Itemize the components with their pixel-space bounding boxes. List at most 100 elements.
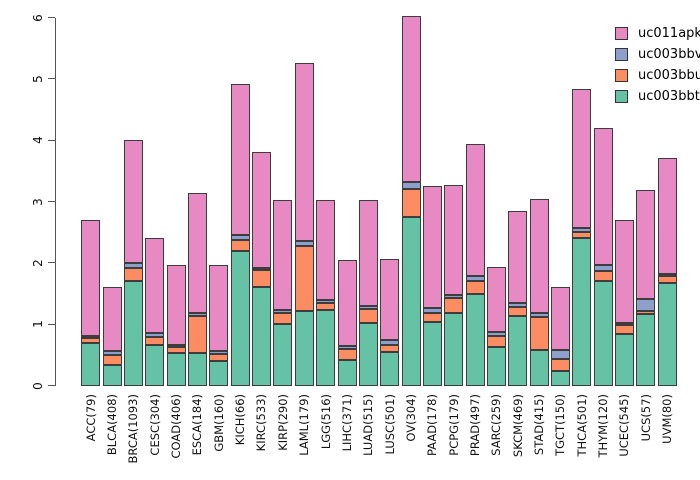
y-axis-tick-label: 3 — [30, 197, 45, 206]
bar-segment-uc003bbt — [103, 365, 122, 386]
bar-segment-uc003bbu — [124, 268, 143, 281]
bar-segment-uc003bbu — [487, 336, 506, 347]
bar-segment-uc011apk — [231, 84, 250, 235]
bar-segment-uc003bbv — [380, 340, 399, 345]
bar-segment-uc003bbt — [81, 343, 100, 386]
bar-segment-uc003bbt — [402, 217, 421, 386]
bar-segment-uc011apk — [316, 200, 335, 300]
x-axis-label: THCA(501) — [575, 394, 589, 457]
x-axis-label: THYM(120) — [596, 394, 610, 458]
x-axis-label: STAD(415) — [532, 394, 546, 456]
bar-segment-uc003bbv — [188, 313, 207, 316]
x-axis-label: PAAD(178) — [425, 394, 439, 457]
bar-segment-uc003bbu — [295, 246, 314, 311]
bar-segment-uc003bbt — [508, 316, 527, 386]
bar-segment-uc011apk — [487, 267, 506, 332]
bar-segment-uc011apk — [444, 185, 463, 295]
bar-segment-uc011apk — [615, 220, 634, 323]
bar-segment-uc003bbu — [316, 303, 335, 310]
bar-segment-uc003bbv — [572, 228, 591, 232]
x-axis-label: BRCA(1093) — [126, 394, 140, 464]
bar-segment-uc011apk — [636, 190, 655, 299]
x-axis-label: SARC(259) — [489, 394, 503, 456]
bar-segment-uc003bbu — [402, 189, 421, 217]
legend-row: uc003bbu — [615, 65, 700, 86]
x-axis-label: UCS(57) — [639, 394, 653, 442]
bar-segment-uc003bbv — [594, 265, 613, 271]
bar-segment-uc003bbu — [658, 276, 677, 283]
legend-swatch-icon — [615, 90, 628, 103]
bar-segment-uc003bbu — [615, 325, 634, 334]
bar-segment-uc011apk — [188, 193, 207, 313]
bar-segment-uc011apk — [594, 128, 613, 265]
bar-segment-uc003bbt — [530, 350, 549, 386]
y-axis-tick — [48, 323, 55, 325]
x-axis-label: UCEC(545) — [617, 394, 631, 457]
x-axis-label: CESC(304) — [148, 394, 162, 456]
bar-segment-uc003bbv — [273, 310, 292, 313]
x-axis-label: KIRP(290) — [276, 394, 290, 451]
x-axis-label: UVM(80) — [660, 394, 674, 444]
bar-segment-uc003bbt — [594, 281, 613, 386]
bar-segment-uc003bbv — [81, 336, 100, 338]
bar-segment-uc003bbv — [508, 303, 527, 307]
x-axis-label: PRAD(497) — [468, 394, 482, 457]
bar-segment-uc011apk — [273, 200, 292, 310]
bar-segment-uc003bbu — [594, 271, 613, 281]
legend-label: uc003bbt — [638, 89, 700, 104]
y-axis-tick — [48, 139, 55, 141]
legend-label: uc011apk — [638, 26, 700, 41]
bar-segment-uc003bbu — [103, 355, 122, 365]
bar-segment-uc011apk — [380, 259, 399, 340]
bar-segment-uc003bbt — [615, 334, 634, 386]
bar-segment-uc003bbt — [466, 294, 485, 386]
bar-segment-uc003bbv — [316, 300, 335, 303]
bar-segment-uc011apk — [466, 144, 485, 276]
bar-segment-uc003bbu — [273, 313, 292, 324]
legend-label: uc003bbu — [638, 68, 700, 83]
legend: uc011apk uc003bbv uc003bbu uc003bbt — [615, 23, 700, 107]
bar-segment-uc003bbu — [636, 311, 655, 314]
x-axis-label: ACC(79) — [84, 394, 98, 442]
bar-segment-uc003bbt — [209, 361, 228, 386]
bar-segment-uc003bbv — [359, 306, 378, 309]
bar-segment-uc003bbt — [273, 324, 292, 386]
bar-segment-uc003bbt — [658, 283, 677, 386]
y-axis-tick — [48, 17, 55, 18]
bar-segment-uc003bbu — [338, 349, 357, 360]
bar-segment-uc003bbt — [188, 353, 207, 386]
bar-segment-uc011apk — [124, 140, 143, 263]
x-axis-label: KIRC(533) — [254, 394, 268, 452]
bar-segment-uc003bbv — [466, 276, 485, 281]
bar-segment-uc003bbv — [636, 299, 655, 311]
bar-segment-uc011apk — [508, 211, 527, 303]
bar-segment-uc003bbv — [530, 313, 549, 317]
bar-segment-uc011apk — [167, 265, 186, 345]
bar-segment-uc003bbt — [423, 322, 442, 386]
bar-segment-uc011apk — [658, 158, 677, 274]
bar-segment-uc003bbv — [124, 263, 143, 268]
legend-row: uc011apk — [615, 23, 700, 44]
bar-segment-uc003bbv — [444, 295, 463, 298]
legend-row: uc003bbt — [615, 86, 700, 107]
bar-segment-uc003bbu — [167, 347, 186, 353]
bar-segment-uc003bbv — [252, 268, 271, 270]
bar-segment-uc003bbu — [508, 307, 527, 316]
legend-row: uc003bbv — [615, 44, 700, 65]
bar-segment-uc003bbt — [145, 345, 164, 386]
x-axis-label: ESCA(184) — [190, 394, 204, 456]
bar-segment-uc003bbt — [572, 238, 591, 386]
bar-segment-uc003bbt — [124, 281, 143, 386]
y-axis-tick — [48, 201, 55, 202]
x-axis-label: LGG(516) — [319, 394, 333, 450]
bar-segment-uc011apk — [423, 186, 442, 308]
bar-segment-uc003bbt — [380, 352, 399, 386]
bar-segment-uc011apk — [209, 265, 228, 351]
bar-segment-uc003bbt — [359, 323, 378, 386]
bar-segment-uc003bbt — [338, 360, 357, 386]
bar-segment-uc011apk — [551, 287, 570, 350]
bar-segment-uc003bbu — [145, 337, 164, 345]
bar-segment-uc003bbt — [316, 310, 335, 386]
y-axis-tick — [48, 262, 55, 264]
